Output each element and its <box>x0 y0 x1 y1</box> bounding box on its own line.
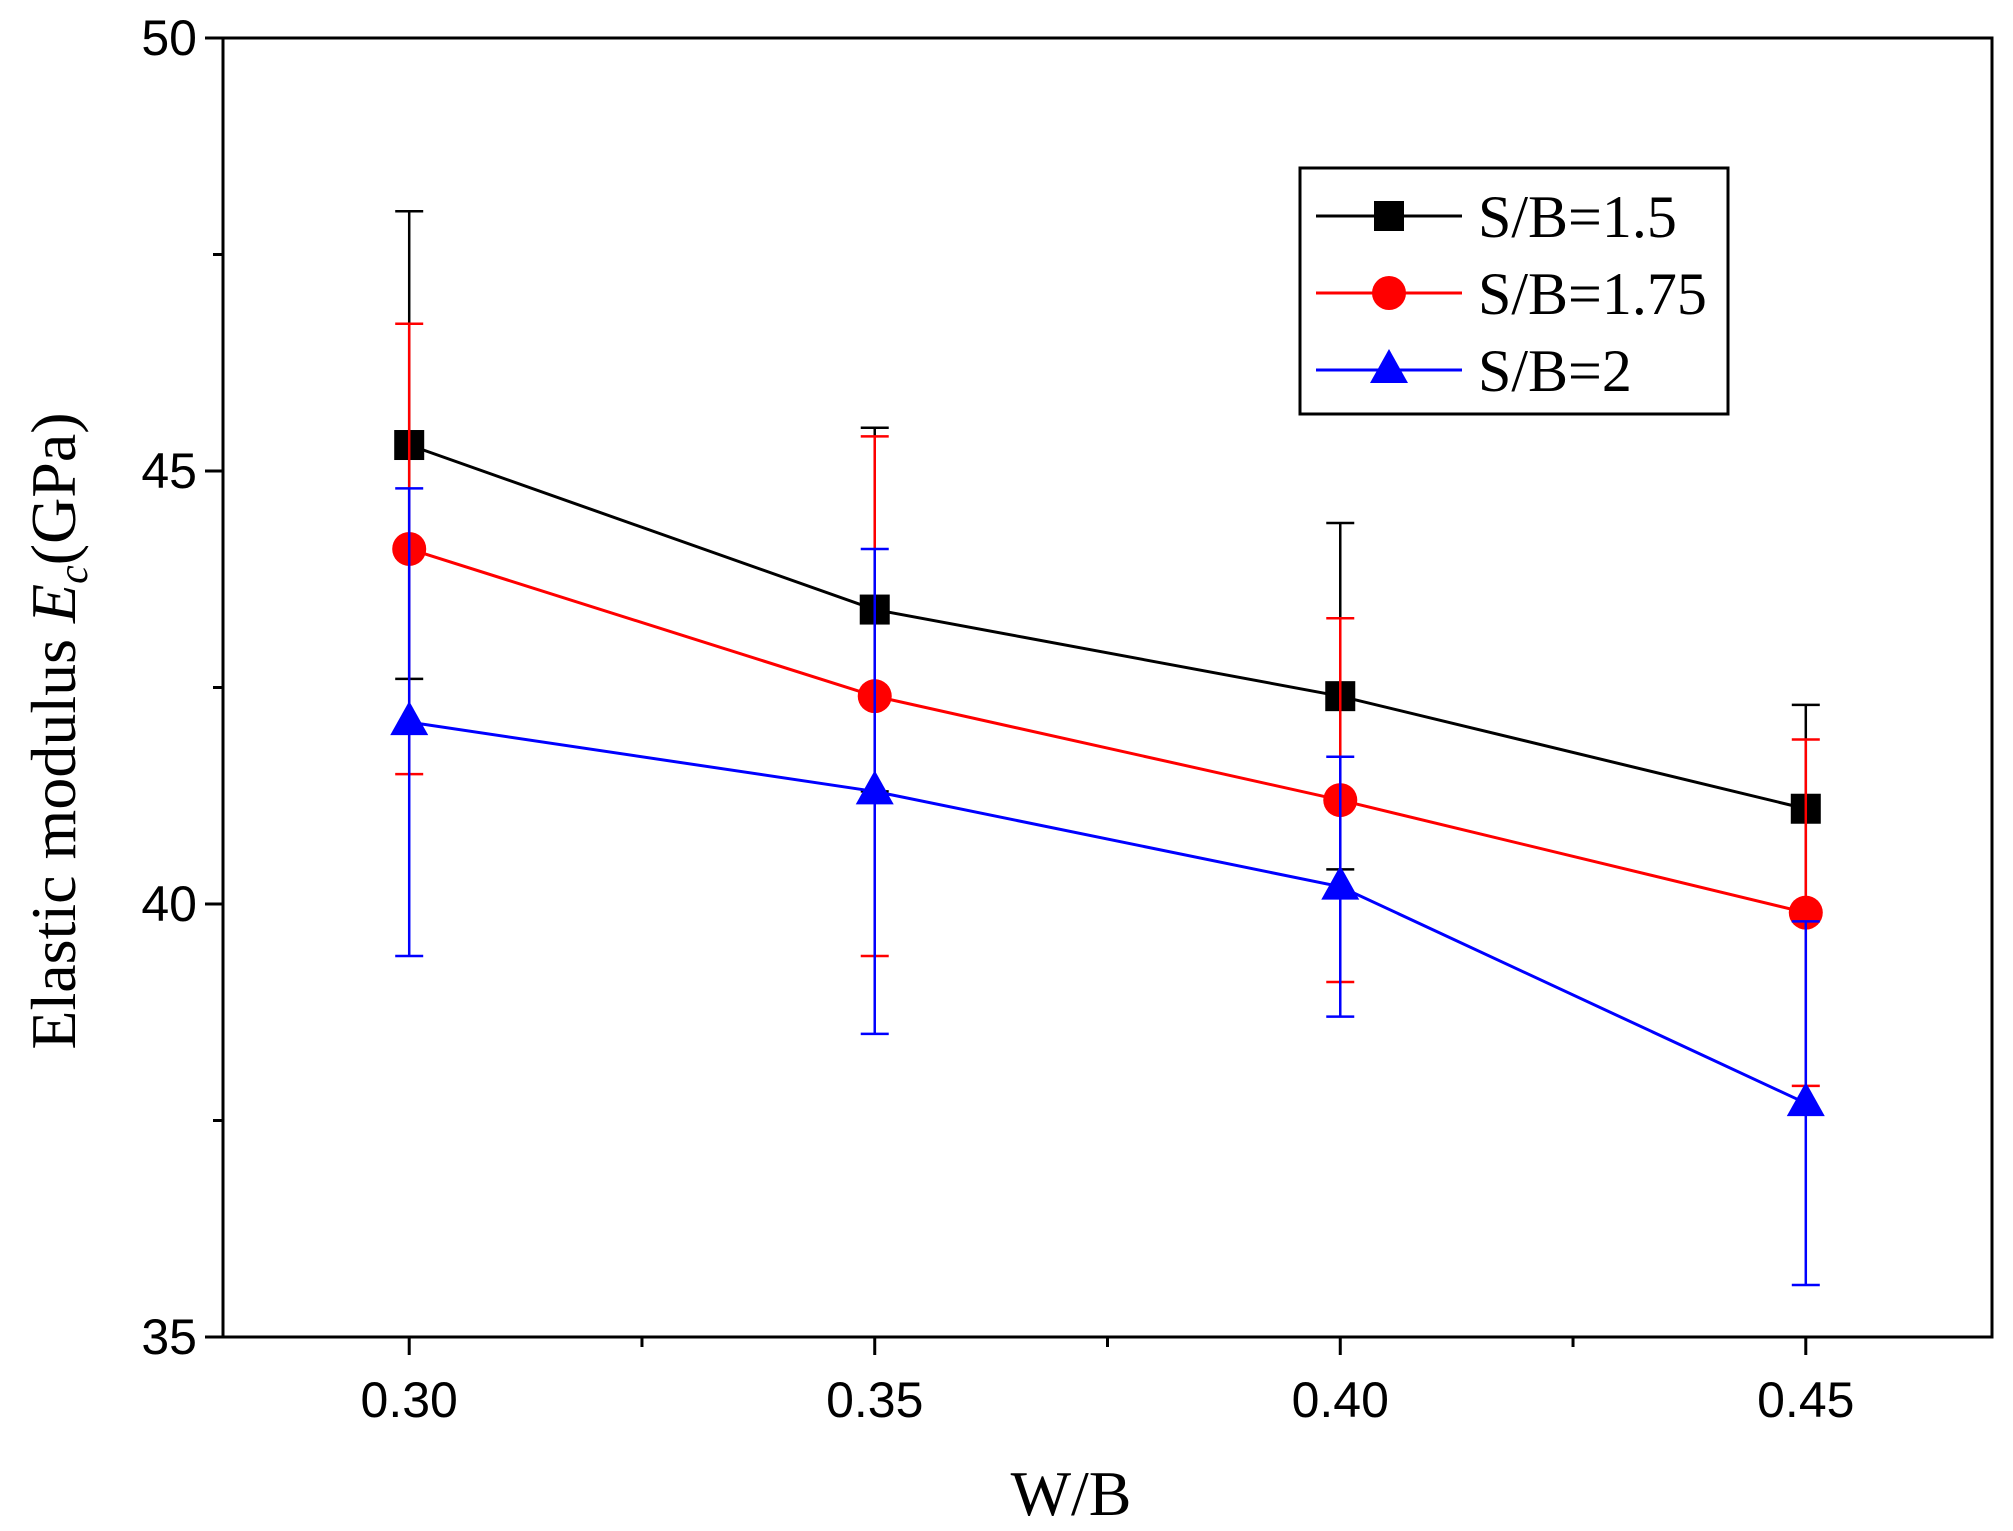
data-point <box>1786 1082 1825 1117</box>
legend-marker <box>1374 201 1404 231</box>
x-tick-label: 0.35 <box>826 1372 923 1428</box>
series-line <box>408 443 1807 811</box>
legend-box <box>1298 166 1730 416</box>
x-tick-label: 0.40 <box>1292 1372 1389 1428</box>
y-axis-title-unit: (GPa) <box>18 412 89 565</box>
series-3 <box>390 487 1825 1287</box>
legend-item: S/B=1.5 <box>1316 184 1677 250</box>
legend-label: S/B=1.75 <box>1478 261 1707 327</box>
legend-label: S/B=1.5 <box>1478 184 1677 250</box>
series-2 <box>392 322 1823 1088</box>
data-point <box>1321 865 1360 900</box>
y-axis-title-prefix: Elastic modulus <box>18 623 89 1050</box>
x-tick-label: 0.30 <box>361 1372 458 1428</box>
y-tick-label: 35 <box>141 1309 197 1365</box>
axes-layer: 35 40 45 50 0.30 0.35 0.40 0.45 <box>141 10 1994 1428</box>
y-tick-label: 40 <box>141 876 197 932</box>
x-axis-title: W/B <box>1011 1458 1132 1529</box>
x-tick-label: 0.45 <box>1757 1372 1854 1428</box>
series-line <box>408 547 1807 915</box>
legend-item: S/B=2 <box>1316 338 1632 404</box>
legend-marker <box>1370 349 1408 383</box>
legend-item: S/B=1.75 <box>1316 261 1707 327</box>
y-axis-title-symbol: E <box>18 584 89 624</box>
y-tick-label: 50 <box>141 10 197 66</box>
series-layer <box>390 209 1825 1287</box>
y-axis-title: Elastic modulus Ec(GPa) <box>18 412 97 1049</box>
legend-marker <box>1372 276 1406 310</box>
y-axis-title-subscript: c <box>51 565 97 584</box>
y-tick-label: 45 <box>141 443 197 499</box>
series-line <box>408 720 1807 1105</box>
data-point <box>390 701 429 736</box>
data-point <box>855 770 894 805</box>
legend: S/B=1.5 S/B=1.75 S/B=2 <box>1298 166 1730 416</box>
legend-label: S/B=2 <box>1478 338 1632 404</box>
